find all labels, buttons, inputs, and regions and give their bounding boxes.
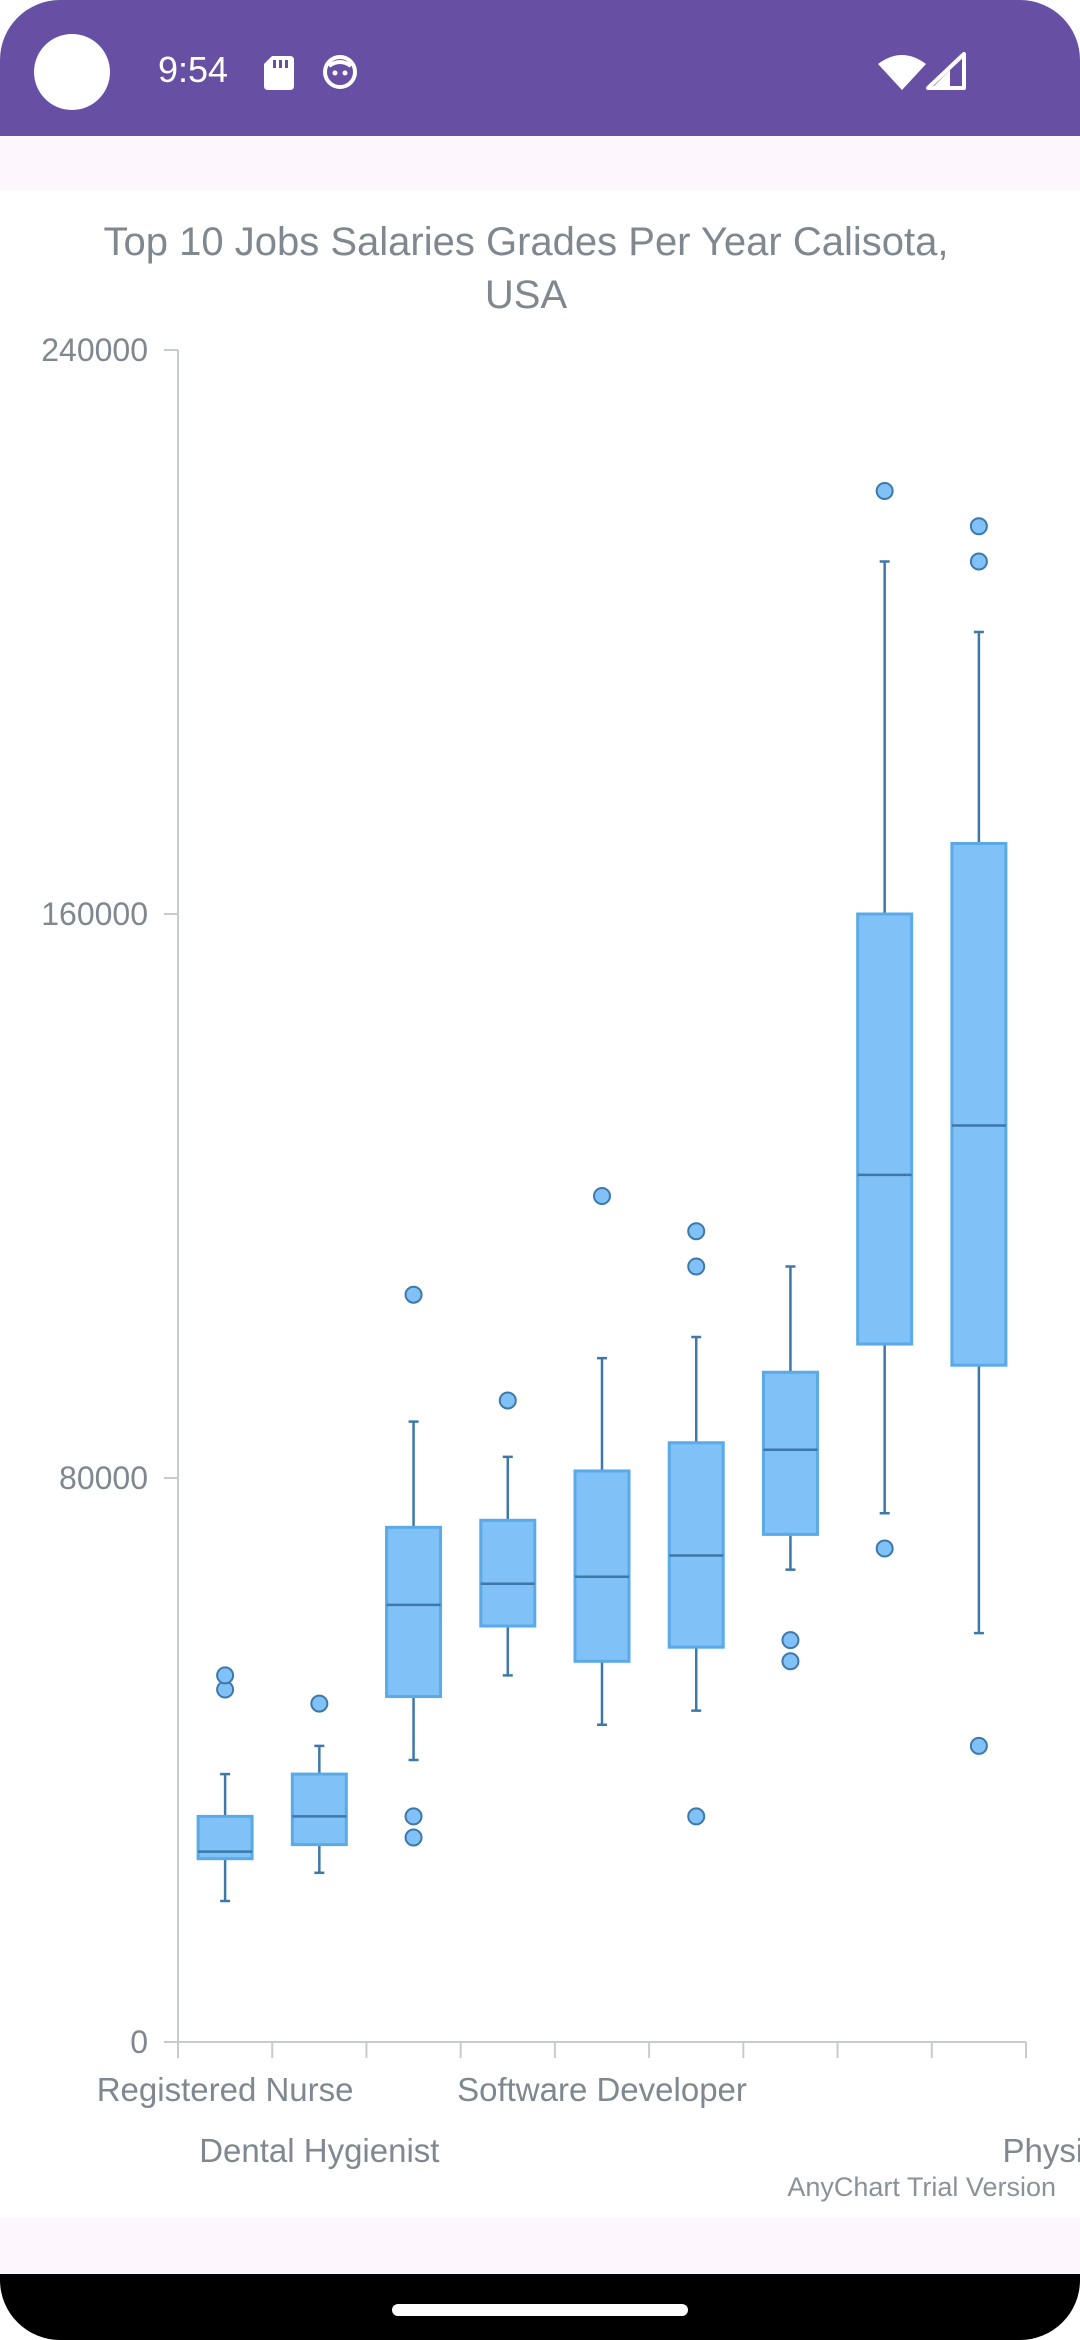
outlier-point <box>875 1539 894 1558</box>
outlier-point <box>781 1631 800 1650</box>
outlier-point <box>687 1807 706 1826</box>
box-iqr <box>667 1441 725 1649</box>
outlier-point <box>969 517 988 536</box>
camera-cutout <box>34 34 110 110</box>
box-iqr <box>385 1525 443 1699</box>
app-bar <box>0 136 1080 190</box>
outlier-point <box>216 1666 235 1685</box>
outlier-point <box>687 1222 706 1241</box>
outlier-point <box>404 1828 423 1847</box>
outlier-point <box>498 1391 517 1410</box>
signal-icon <box>926 52 966 90</box>
x-tick-label: Software Developer <box>457 2071 747 2108</box>
wifi-icon <box>878 55 926 90</box>
box-iqr <box>290 1772 348 1847</box>
outlier-point <box>593 1187 611 1205</box>
x-tick-label: Dental Hygienist <box>199 2132 439 2169</box>
chart-title-line-1: Top 10 Jobs Salaries Grades Per Year Cal… <box>104 220 949 264</box>
outlier-point <box>404 1807 423 1826</box>
y-tick-label: 240000 <box>41 332 148 368</box>
box-plot-chart: Top 10 Jobs Salaries Grades Per Year Cal… <box>41 220 1080 2169</box>
y-tick-label: 160000 <box>41 896 148 932</box>
box-iqr <box>761 1370 819 1536</box>
x-tick-label: Registered Nurse <box>97 2071 354 2108</box>
x-tick-label: Physician <box>1002 2132 1080 2169</box>
face-icon <box>323 55 357 89</box>
outlier-point <box>781 1652 800 1671</box>
outlier-point <box>969 1736 988 1755</box>
box-iqr <box>856 912 914 1346</box>
outlier-point <box>875 482 894 500</box>
home-gesture-bar[interactable] <box>392 2304 688 2316</box>
outlier-point <box>310 1694 329 1713</box>
outlier-point <box>687 1257 706 1276</box>
box-iqr <box>479 1518 537 1628</box>
box-iqr <box>573 1469 631 1663</box>
trial-watermark: AnyChart Trial Version <box>787 2172 1056 2202</box>
bottom-strip <box>0 2218 1080 2274</box>
outlier-point <box>969 552 988 571</box>
y-tick-label: 80000 <box>59 1460 148 1496</box>
status-bar: 9:54 <box>0 0 1080 136</box>
chart-title-line-2: USA <box>485 273 568 317</box>
status-time: 9:54 <box>158 49 229 90</box>
y-tick-label: 0 <box>130 2024 148 2060</box>
sd-card-icon <box>264 56 294 90</box>
box-iqr <box>950 842 1008 1367</box>
outlier-point <box>404 1285 423 1304</box>
